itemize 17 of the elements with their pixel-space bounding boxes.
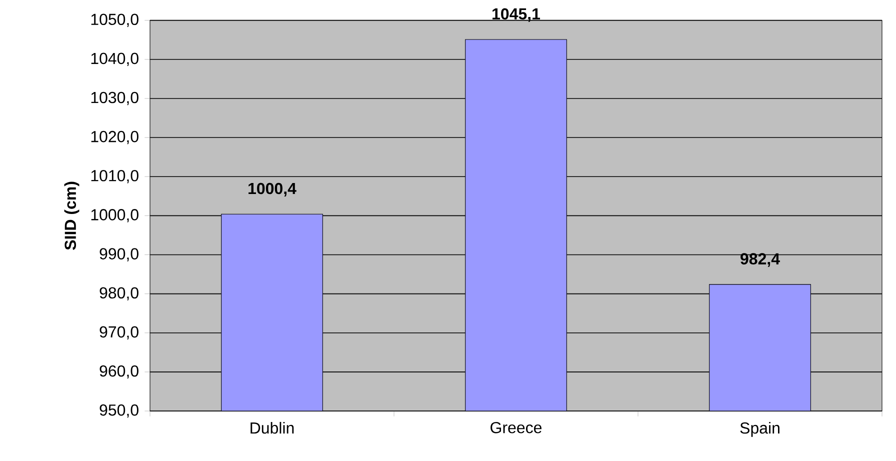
y-tick-label: 1020,0: [91, 130, 138, 144]
y-tick-label: 970,0: [100, 326, 138, 340]
y-tick-label: 960,0: [100, 365, 138, 379]
y-tick-label: 1010,0: [91, 170, 138, 184]
y-tick-label: 950,0: [100, 404, 138, 418]
y-tick-label: 1030,0: [91, 92, 138, 106]
x-tick-label: Greece: [490, 422, 542, 434]
data-label: 1045,1: [492, 8, 540, 22]
y-tick-label: 990,0: [100, 248, 138, 262]
x-tick-label: Spain: [740, 422, 780, 437]
y-tick-label: 1000,0: [91, 209, 138, 222]
y-axis-title: SIID (cm): [64, 182, 80, 250]
y-tick-label: 1040,0: [91, 52, 138, 66]
data-label: 1000,4: [248, 182, 296, 196]
x-tick-label: Dublin: [250, 422, 294, 434]
y-tick-label: 980,0: [100, 287, 138, 300]
y-tick-label: 1050,0: [91, 14, 138, 27]
